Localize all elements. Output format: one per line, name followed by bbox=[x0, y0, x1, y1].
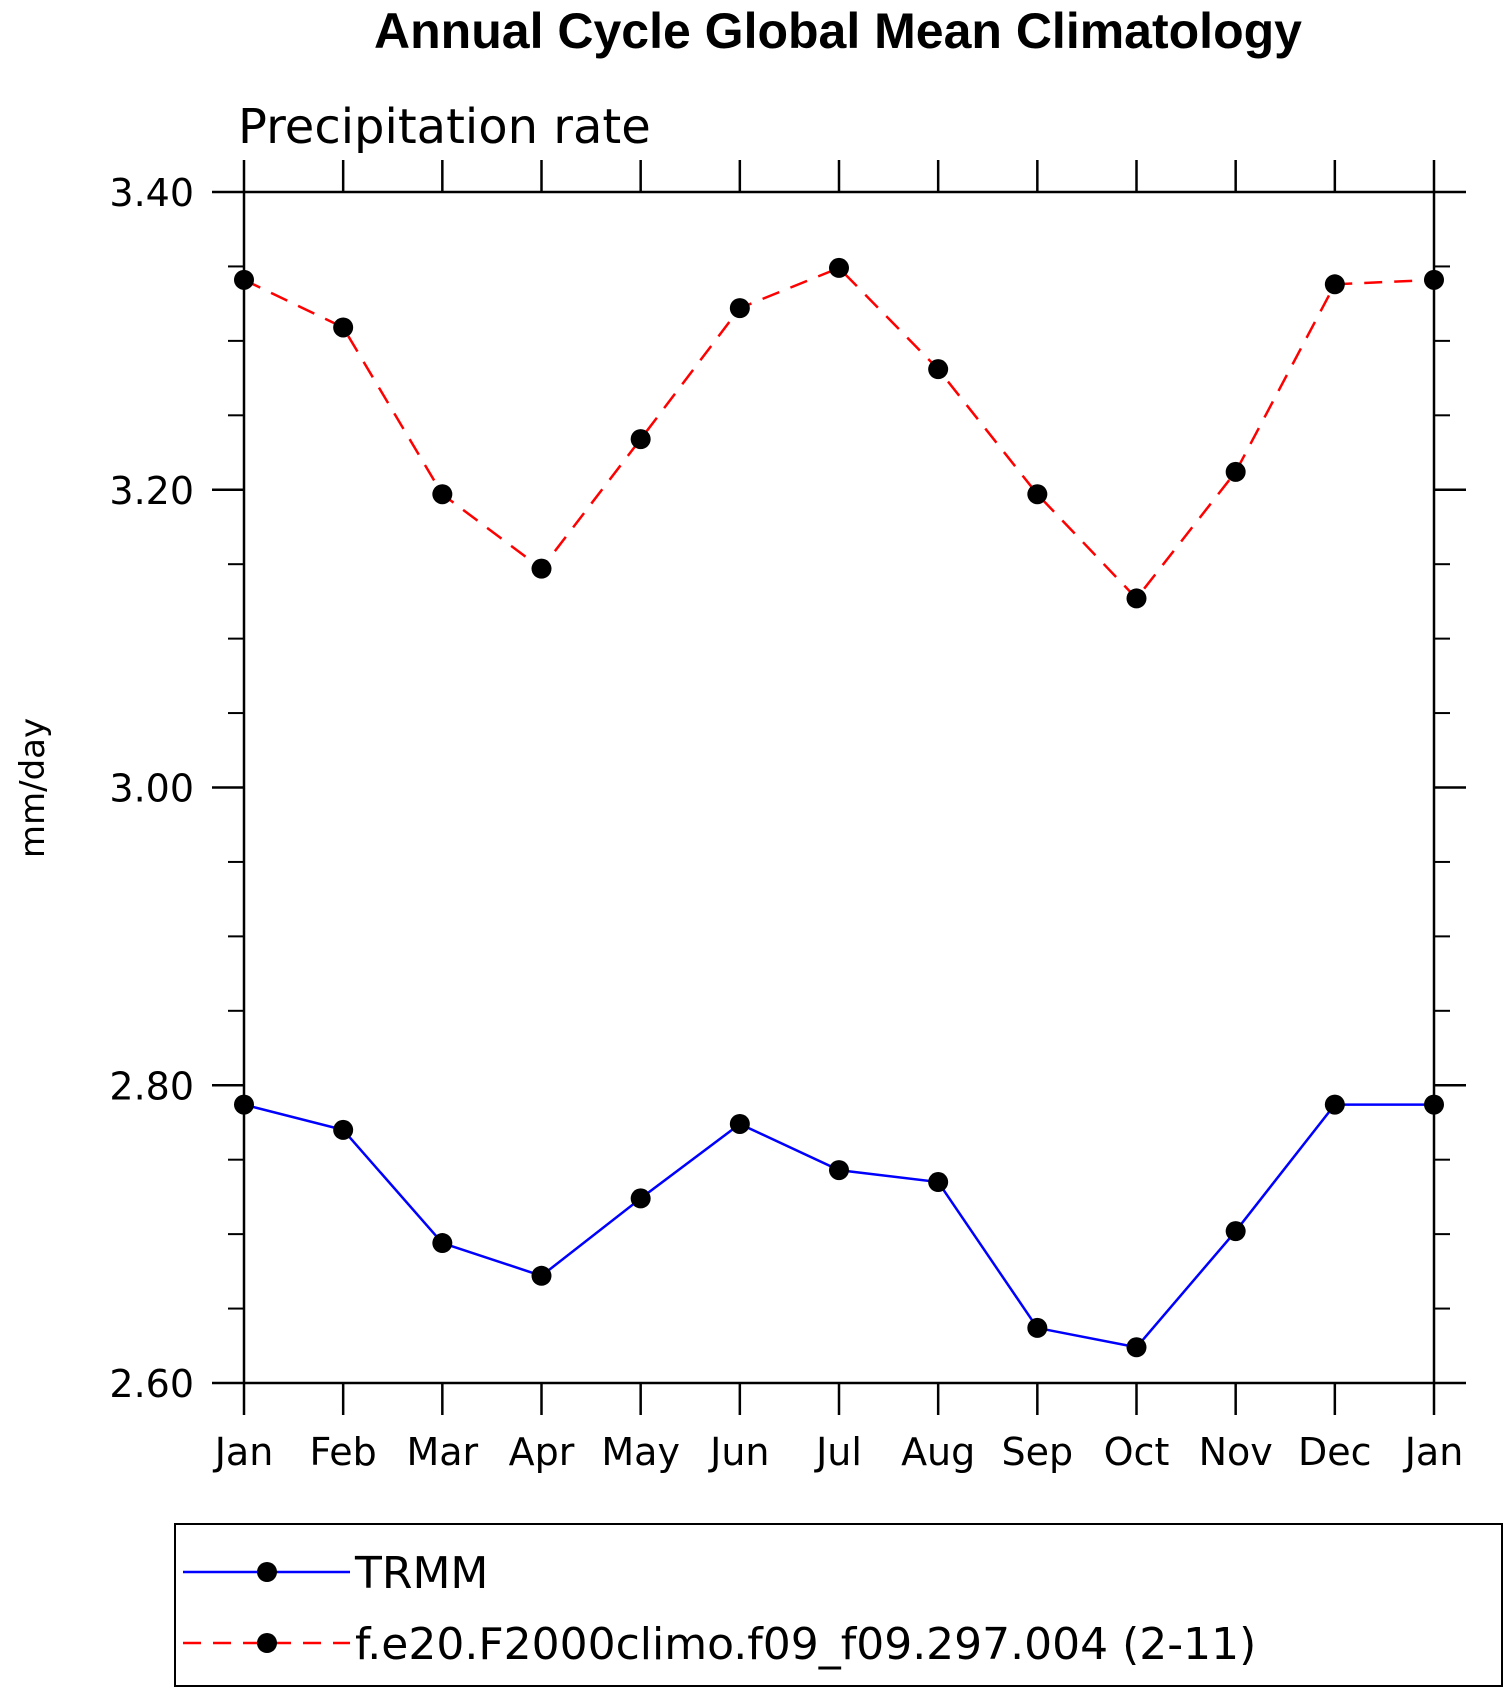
x-tick-label: Feb bbox=[310, 1430, 377, 1474]
data-point bbox=[432, 484, 453, 505]
x-tick-label: Mar bbox=[406, 1430, 478, 1474]
data-point bbox=[432, 1233, 453, 1254]
series-line bbox=[243, 1103, 1434, 1349]
data-point bbox=[729, 298, 750, 319]
data-point bbox=[630, 1188, 651, 1209]
data-point bbox=[829, 1160, 849, 1181]
data-point bbox=[928, 1172, 949, 1193]
data-point bbox=[1324, 274, 1345, 295]
x-tick-label: May bbox=[601, 1430, 680, 1474]
data-point bbox=[829, 257, 849, 278]
x-tick-label: Jan bbox=[213, 1430, 274, 1474]
series-line bbox=[243, 266, 1435, 601]
data-point bbox=[234, 1094, 254, 1115]
x-tick-label: Oct bbox=[1104, 1430, 1170, 1474]
series-1 bbox=[234, 257, 1444, 609]
data-point bbox=[1225, 1221, 1246, 1242]
data-point bbox=[333, 1119, 354, 1140]
legend-marker bbox=[257, 1562, 277, 1582]
data-point bbox=[630, 429, 651, 450]
data-point bbox=[531, 1265, 552, 1286]
x-tick-label: Jul bbox=[814, 1430, 862, 1474]
data-point bbox=[1424, 1094, 1444, 1115]
legend: TRMM f.e20.F2000climo.f09_f09.297.004 (2-… bbox=[174, 1523, 1503, 1687]
y-tick-label: 3.20 bbox=[109, 469, 194, 513]
y-axis-tick-labels: 3.40 3.20 3.00 2.80 2.60 bbox=[109, 171, 194, 1406]
data-point bbox=[928, 359, 949, 380]
series-0 bbox=[234, 1094, 1444, 1358]
data-point bbox=[234, 269, 254, 290]
data-point bbox=[1324, 1094, 1345, 1115]
data-point bbox=[1126, 588, 1147, 609]
x-axis-tick-labels: Jan Feb Mar Apr May Jun Jul Aug Sep Oct Nov Dec Jan bbox=[213, 1430, 1464, 1474]
x-tick-label: Nov bbox=[1199, 1430, 1273, 1474]
y-tick-label: 3.00 bbox=[109, 767, 194, 811]
legend-label: f.e20.F2000climo.f09_f09.297.004 (2-11) bbox=[355, 1619, 1256, 1670]
y-axis-label: mm/day bbox=[13, 718, 53, 858]
data-point bbox=[729, 1113, 750, 1134]
x-tick-label: Aug bbox=[901, 1430, 975, 1474]
data-point bbox=[1424, 269, 1444, 290]
data-point bbox=[333, 317, 354, 338]
chart-subtitle: Precipitation rate bbox=[238, 99, 651, 155]
chart-title: Annual Cycle Global Mean Climatology bbox=[374, 3, 1302, 59]
y-tick-label: 2.60 bbox=[109, 1362, 194, 1406]
y-tick-label: 3.40 bbox=[109, 171, 194, 215]
x-tick-label: Sep bbox=[1002, 1430, 1074, 1474]
legend-marker bbox=[257, 1633, 277, 1653]
x-tick-label: Apr bbox=[509, 1430, 575, 1474]
data-point bbox=[1027, 1317, 1048, 1338]
x-tick-label: Jun bbox=[708, 1430, 769, 1474]
x-tick-label: Jan bbox=[1403, 1430, 1464, 1474]
x-tick-label: Dec bbox=[1298, 1430, 1372, 1474]
data-point bbox=[1126, 1337, 1147, 1358]
legend-box bbox=[174, 1523, 1503, 1687]
legend-label: TRMM bbox=[354, 1548, 488, 1599]
axis-ticks bbox=[212, 160, 1466, 1415]
series-group bbox=[234, 257, 1444, 1358]
data-point bbox=[531, 558, 552, 579]
data-point bbox=[1225, 461, 1246, 482]
y-tick-label: 2.80 bbox=[109, 1064, 194, 1108]
data-point bbox=[1027, 484, 1048, 505]
